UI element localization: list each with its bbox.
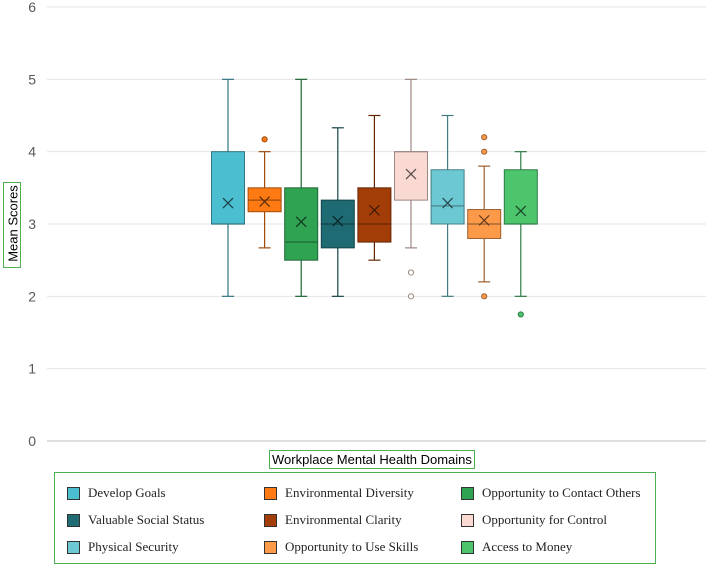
legend-label: Opportunity to Contact Others [482,485,641,500]
legend-swatch [461,540,474,554]
box-iqr [211,151,245,225]
mean-marker [222,197,234,209]
box-8 [467,134,502,300]
y-tick-label: 2 [28,288,36,304]
legend-label: Develop Goals [88,485,166,500]
y-tick-label: 6 [28,0,36,15]
legend-swatch [264,540,277,554]
outlier-point [481,148,488,155]
legend-item: Environmental Clarity [264,512,402,528]
box-6 [394,78,428,300]
outlier-point [481,134,488,141]
legend-label: Physical Security [88,539,179,554]
y-tick-label: 1 [28,361,36,377]
legend-item: Valuable Social Status [67,512,204,528]
legend-swatch [67,486,80,500]
y-tick-label: 0 [28,433,36,449]
y-axis-label-box: Mean Scores [3,182,21,268]
mean-marker [405,168,417,180]
box-5 [357,114,392,261]
outlier-point [407,269,415,276]
y-axis-label: Mean Scores [5,185,21,262]
mean-marker [259,196,271,208]
mean-marker [332,215,344,227]
y-tick-label: 3 [28,216,36,232]
legend-label: Opportunity to Use Skills [285,539,419,554]
legend-label: Access to Money [482,539,573,554]
legend-item: Opportunity to Use Skills [264,539,418,555]
outlier-point [261,136,268,143]
legend-label: Environmental Diversity [285,485,414,500]
legend-swatch [264,513,277,527]
mean-marker [515,205,527,217]
box-iqr [394,151,428,201]
legend-swatch [67,513,80,527]
y-axis-ticks: 0 1 2 3 4 5 6 [28,0,36,449]
box-1 [211,78,245,297]
mean-marker [478,214,490,226]
outlier-point [481,293,488,300]
y-tick-label: 4 [28,144,36,160]
box-series [211,78,538,318]
mean-marker [295,216,307,228]
box-7 [430,114,465,297]
legend-swatch [461,486,474,500]
legend-swatch [461,513,474,527]
legend-swatch [264,486,277,500]
outlier-point [407,293,415,300]
legend-item: Environmental Diversity [264,485,414,501]
mean-marker [368,204,380,216]
y-tick-label: 5 [28,71,36,87]
box-9 [503,151,538,318]
legend-item: Physical Security [67,539,179,555]
legend-label: Opportunity for Control [482,512,607,527]
legend-item: Opportunity for Control [461,512,607,528]
box-3 [284,78,319,297]
legend-swatch [67,540,80,554]
box-iqr [503,169,538,225]
legend-item: Opportunity to Contact Others [461,485,641,501]
legend-item: Develop Goals [67,485,166,501]
box-iqr [357,187,392,243]
mean-marker [442,197,454,209]
legend: Develop Goals Environmental Diversity Oppo… [54,472,656,564]
box-2 [247,136,282,249]
x-axis-label: Workplace Mental Health Domains [269,450,475,469]
box-iqr [284,187,319,261]
legend-label: Environmental Clarity [285,512,402,527]
box-4 [320,127,355,297]
box-iqr [430,169,465,225]
outlier-point [517,311,524,318]
legend-label: Valuable Social Status [88,512,205,527]
legend-item: Access to Money [461,539,572,555]
